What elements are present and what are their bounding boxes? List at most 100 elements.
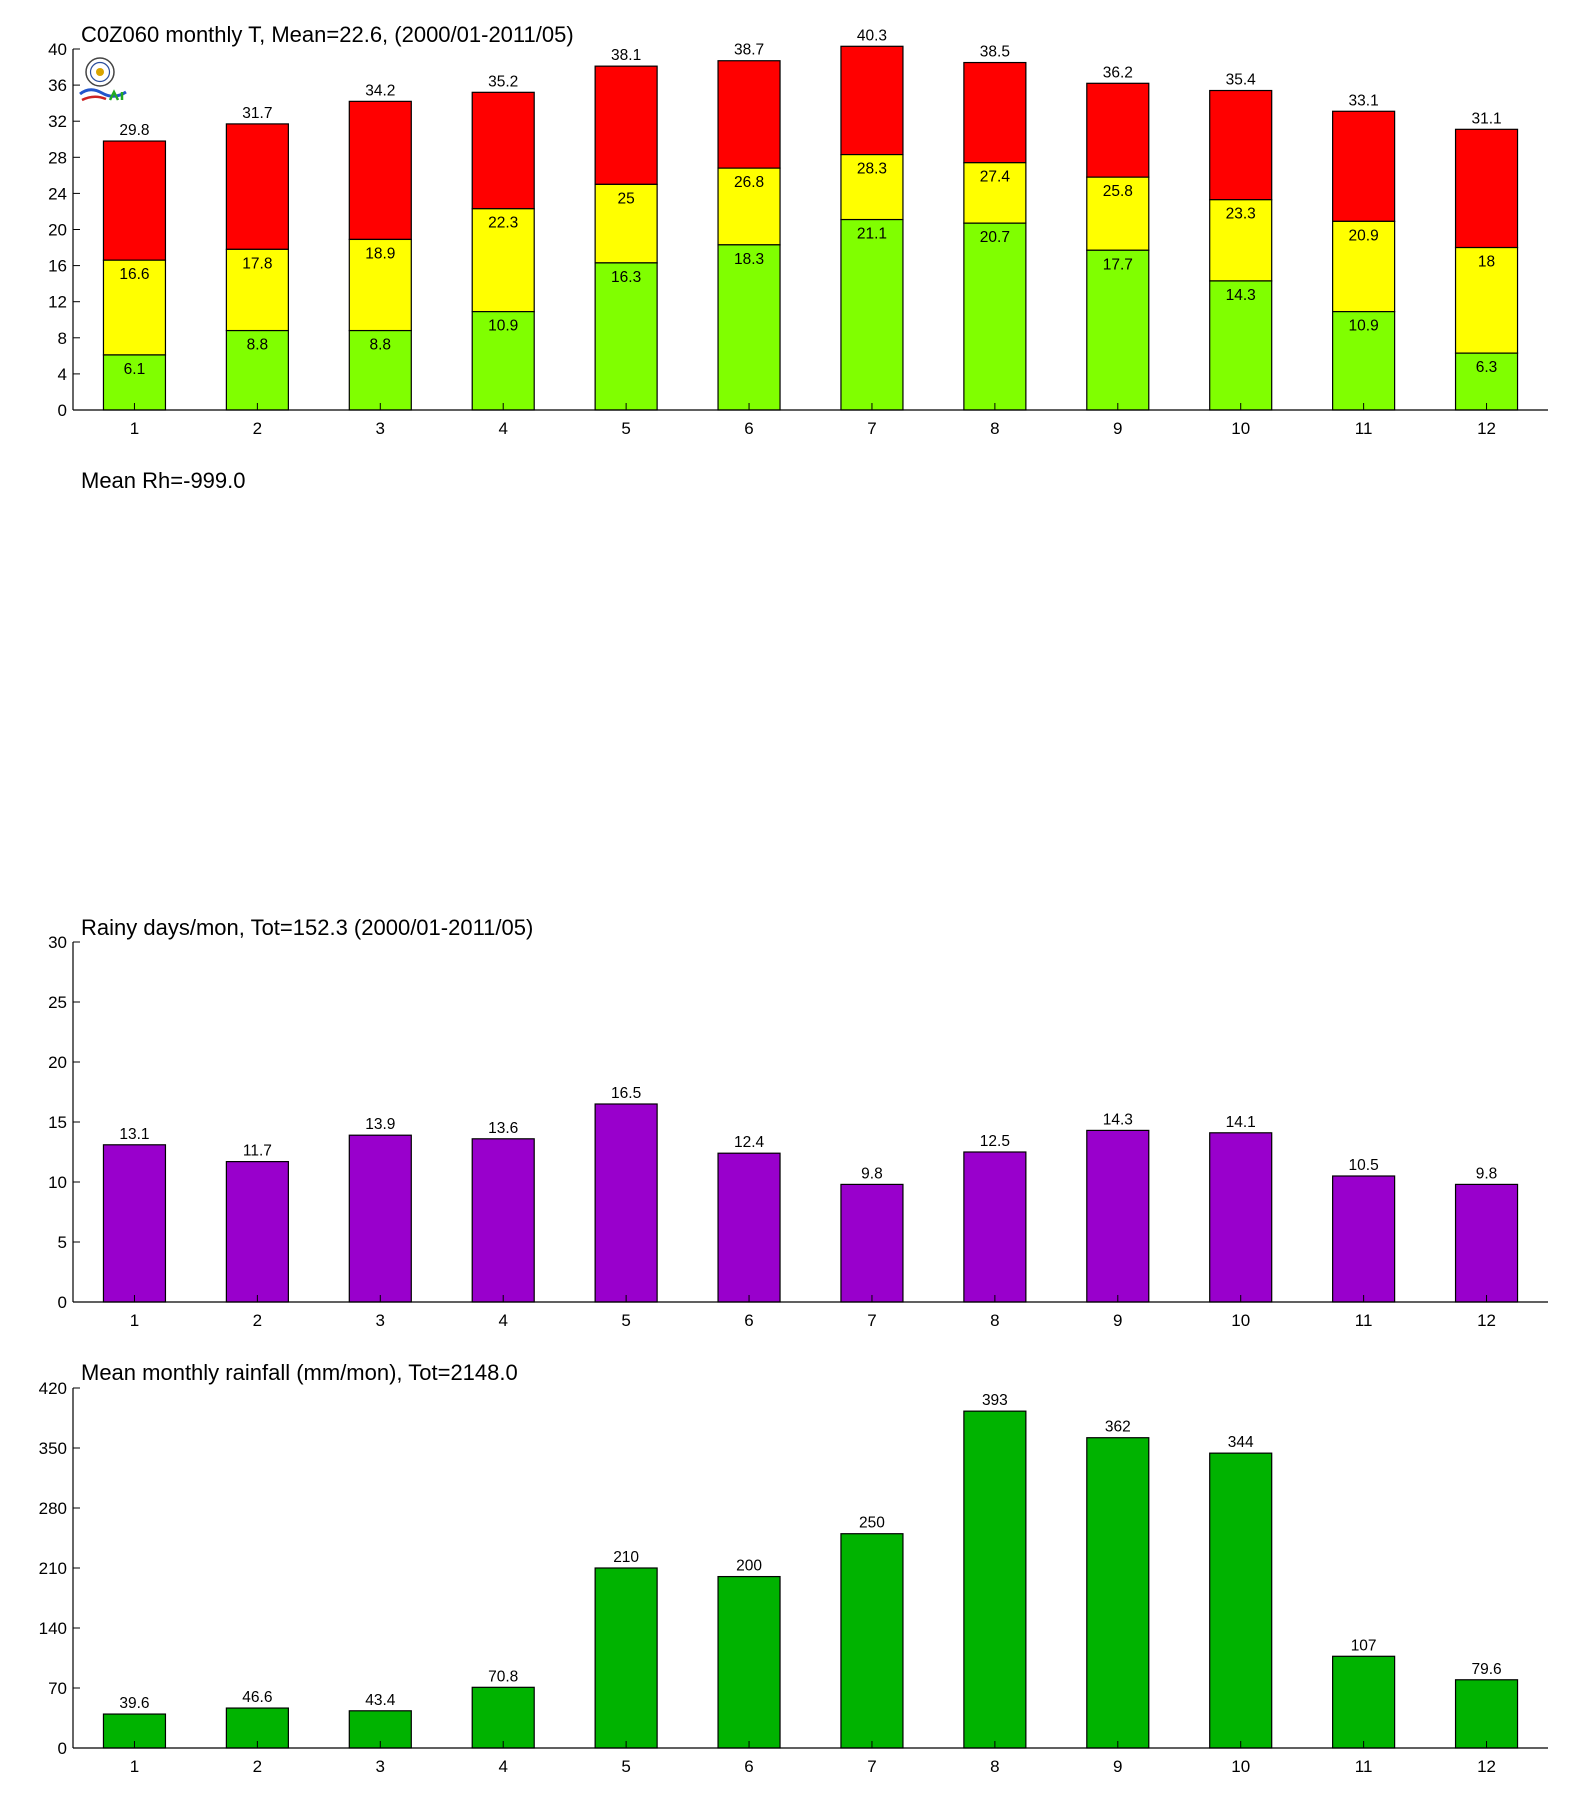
rainfall-data-label: 393 xyxy=(982,1392,1008,1409)
rainy-days-x-tick-label: 7 xyxy=(867,1311,876,1330)
temperature-data-label: 25 xyxy=(618,190,635,207)
rainy-days-bar xyxy=(594,1103,658,1303)
temperature-x-tick-label: 3 xyxy=(376,419,385,438)
temperature-data-label: 20.7 xyxy=(980,229,1010,246)
rainfall-y-tick-label: 420 xyxy=(39,1379,67,1398)
rainfall-data-label: 79.6 xyxy=(1471,1661,1501,1678)
temperature-bar-segment xyxy=(963,162,1027,224)
rainy-days-x-tick-label: 5 xyxy=(621,1311,630,1330)
rainy-days-x-tick-label: 12 xyxy=(1477,1311,1496,1330)
temperature-data-label: 17.8 xyxy=(242,255,272,272)
rainfall-y-tick-label: 280 xyxy=(39,1499,67,1518)
rainy-days-y-tick-label: 15 xyxy=(48,1113,67,1132)
temperature-y-tick-label: 4 xyxy=(58,365,67,384)
seal-emblem-icon xyxy=(76,56,132,104)
rainy-days-bar xyxy=(1086,1129,1150,1303)
temperature-y-tick-label: 16 xyxy=(48,257,67,276)
temperature-data-label: 36.2 xyxy=(1103,64,1133,81)
rainy-days-y-tick-label: 0 xyxy=(58,1293,67,1312)
rainfall-x-tick-label: 2 xyxy=(253,1757,262,1776)
temperature-data-label: 6.1 xyxy=(124,361,146,378)
rainy-days-x-tick-label: 1 xyxy=(130,1311,139,1330)
rainy-days-bar xyxy=(471,1138,535,1303)
temperature-y-tick-label: 28 xyxy=(48,148,67,167)
temperature-y-tick-label: 32 xyxy=(48,112,67,131)
rainy-days-data-label: 9.8 xyxy=(1476,1165,1498,1182)
temperature-bar-segment xyxy=(717,60,781,169)
temperature-bar-segment xyxy=(102,259,167,356)
temperature-bar-segment xyxy=(840,218,904,411)
rainfall-bar xyxy=(1209,1452,1273,1749)
rainfall-x-tick-label: 11 xyxy=(1355,1757,1373,1776)
rainy-days-x-tick-label: 3 xyxy=(376,1311,385,1330)
rainy-days-bar xyxy=(348,1134,412,1303)
temperature-data-label: 38.1 xyxy=(611,47,641,64)
temperature-data-label: 10.9 xyxy=(488,318,518,335)
temperature-bar-segment xyxy=(225,329,289,411)
rainfall-x-tick-label: 4 xyxy=(498,1757,507,1776)
rainy-days-y-tick-label: 20 xyxy=(48,1053,67,1072)
temperature-bar-segment xyxy=(348,100,412,241)
temperature-data-label: 18 xyxy=(1478,254,1495,271)
temperature-data-label: 16.3 xyxy=(611,269,641,286)
temperature-x-tick-label: 2 xyxy=(253,419,262,438)
rainy-days-bar xyxy=(963,1151,1027,1303)
temperature-bar-segment xyxy=(840,45,904,156)
rainy-days-bar xyxy=(840,1183,904,1303)
rainfall-x-tick-label: 7 xyxy=(867,1757,876,1776)
temperature-data-label: 14.3 xyxy=(1226,287,1256,304)
rainy-days-data-label: 13.1 xyxy=(119,1126,149,1143)
temperature-data-label: 18.9 xyxy=(365,245,395,262)
rainy-days-x-tick-label: 8 xyxy=(990,1311,999,1330)
rainy-days-y-tick-label: 30 xyxy=(48,933,67,952)
temperature-bar-segment xyxy=(594,183,658,264)
rainy-days-bar xyxy=(102,1144,167,1303)
temperature-x-tick-label: 6 xyxy=(744,419,753,438)
temperature-y-tick-label: 40 xyxy=(48,40,67,59)
temperature-bar-segment xyxy=(963,222,1027,411)
temperature-bar-segment xyxy=(102,354,167,411)
temperature-chart: 04812162024283236406.116.629.818.817.831… xyxy=(48,27,1548,438)
rainy-days-x-tick-label: 6 xyxy=(744,1311,753,1330)
temperature-x-tick-label: 5 xyxy=(621,419,630,438)
rainfall-y-tick-label: 350 xyxy=(39,1439,67,1458)
temperature-y-tick-label: 12 xyxy=(48,293,67,312)
rainy-days-y-tick-label: 25 xyxy=(48,993,67,1012)
temperature-data-label: 25.8 xyxy=(1103,183,1133,200)
rainfall-y-tick-label: 140 xyxy=(39,1619,67,1638)
rainfall-x-tick-label: 12 xyxy=(1477,1757,1496,1776)
rainfall-x-tick-label: 5 xyxy=(621,1757,630,1776)
rainfall-y-tick-label: 70 xyxy=(48,1679,67,1698)
temperature-bar-segment xyxy=(225,123,289,250)
rainfall-bar xyxy=(717,1575,781,1749)
rainy-days-bar xyxy=(717,1152,781,1303)
rainfall-chart: 0 70 140 210 280 350 420 39.6 1 46.6 2 43.4 3 70.8 4 21… xyxy=(39,1379,1548,1776)
rainfall-bar xyxy=(471,1686,535,1749)
temperature-bar-segment xyxy=(963,61,1027,164)
temperature-data-label: 17.7 xyxy=(1103,256,1133,273)
rainy-days-x-tick-label: 9 xyxy=(1113,1311,1122,1330)
temperature-x-tick-label: 10 xyxy=(1231,419,1250,438)
temperature-data-label: 6.3 xyxy=(1476,359,1498,376)
temperature-data-label: 16.6 xyxy=(119,266,149,283)
temperature-data-label: 26.8 xyxy=(734,174,764,191)
temperature-bar-segment xyxy=(717,167,781,246)
temperature-bar-segment xyxy=(1086,176,1150,251)
temperature-y-tick-label: 36 xyxy=(48,76,67,95)
rainy-days-x-tick-label: 4 xyxy=(498,1311,507,1330)
temperature-data-label: 10.9 xyxy=(1349,318,1379,335)
rainy-days-bar xyxy=(1332,1175,1396,1303)
rainy-days-bar xyxy=(225,1160,289,1303)
temperature-bar-segment xyxy=(840,153,904,221)
temperature-bar-segment xyxy=(1086,82,1150,178)
temperature-bar-segment xyxy=(1209,280,1273,411)
temperature-data-label: 21.1 xyxy=(857,226,887,243)
temperature-data-label: 8.8 xyxy=(247,337,269,354)
rainy-days-y-tick-label: 10 xyxy=(48,1173,67,1192)
temperature-x-tick-label: 7 xyxy=(867,419,876,438)
rainy-days-data-label: 11.7 xyxy=(243,1143,272,1160)
rainfall-data-label: 70.8 xyxy=(488,1668,518,1685)
temperature-x-tick-label: 12 xyxy=(1477,419,1496,438)
temperature-x-tick-label: 4 xyxy=(498,419,507,438)
